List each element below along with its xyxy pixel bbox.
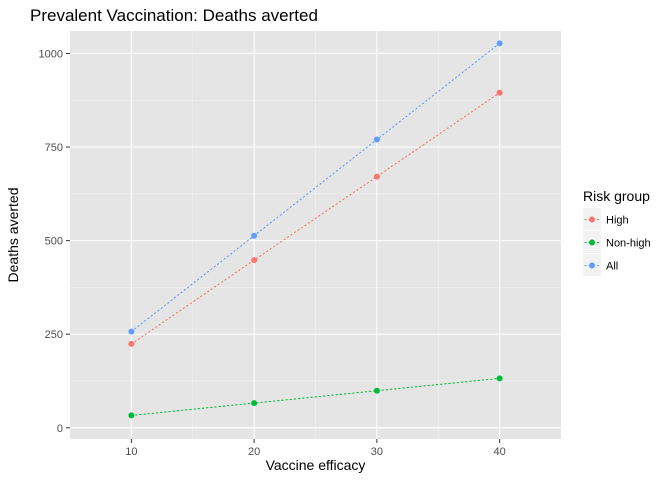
y-tick-label: 0 [57,423,63,435]
data-point-high [128,340,135,347]
data-point-all [373,136,380,143]
data-point-non-high [496,375,503,382]
data-point-non-high [373,387,380,394]
data-point-high [251,257,258,264]
series-lines [130,42,501,416]
x-tick-label: 40 [494,446,506,458]
series-line-non-high [130,377,501,416]
legend-key-point [589,216,595,223]
minor-gridlines [70,31,561,439]
x-axis-title: Vaccine efficacy [266,457,366,473]
data-point-all [128,328,135,335]
data-point-high [496,89,503,96]
major-gridlines [70,31,561,439]
y-tick-label: 1000 [39,48,63,60]
legend-label-non-high: Non-high [606,238,651,250]
y-axis-title: Deaths averted [5,188,21,283]
legend-item-non-high: Non-high [583,231,651,253]
y-tick-label: 250 [45,329,63,341]
legend-label-high: High [606,215,629,227]
series-line-high [130,92,501,345]
chart-title: Prevalent Vaccination: Deaths averted [30,6,318,25]
legend-title: Risk group [583,188,650,204]
legend-label-all: All [606,261,618,273]
data-point-non-high [128,412,135,419]
legend: Risk group High Non-high All [583,188,651,276]
legend-key-point [589,262,595,269]
data-point-non-high [251,400,258,407]
y-tick-label: 500 [45,236,63,248]
x-tick-label: 10 [125,446,137,458]
legend-key-point [589,239,595,246]
data-point-all [251,232,258,239]
data-point-high [373,173,380,180]
legend-item-all: All [583,254,618,276]
series-points [128,40,503,419]
legend-item-high: High [583,208,629,230]
x-tick-label: 20 [248,446,260,458]
y-tick-label: 750 [45,142,63,154]
x-axis-ticks: 10 20 30 40 [125,439,506,458]
y-axis-ticks: 0 250 500 750 1000 [39,48,70,435]
data-point-all [496,40,503,47]
x-tick-label: 30 [371,446,383,458]
